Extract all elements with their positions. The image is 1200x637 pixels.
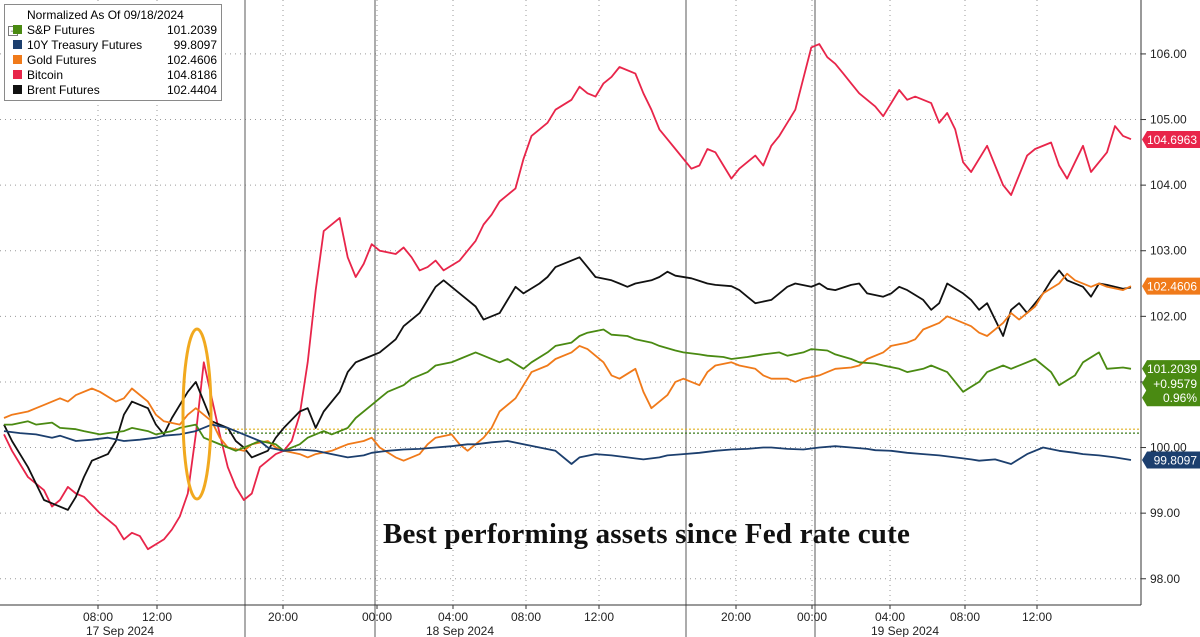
y-tick-label: 98.00 bbox=[1150, 572, 1180, 586]
legend-item-10y-treasury-futures[interactable]: 10Y Treasury Futures 99.8097 bbox=[13, 38, 217, 53]
y-tick-label: 100.00 bbox=[1150, 441, 1187, 455]
value-tag bbox=[1142, 389, 1200, 407]
y-tick-label: 106.00 bbox=[1150, 47, 1187, 61]
y-tick-label: 105.00 bbox=[1150, 113, 1187, 127]
value-tag-label: 102.4606 bbox=[1147, 280, 1197, 294]
legend-item-gold-futures[interactable]: Gold Futures 102.4606 bbox=[13, 53, 217, 68]
x-tick-label: 20:00 bbox=[721, 610, 751, 624]
x-date-label: 18 Sep 2024 bbox=[426, 624, 494, 637]
y-tick-label: 99.00 bbox=[1150, 506, 1180, 520]
series-line-10y-treasury-futures bbox=[3, 423, 1132, 465]
value-tag-label: 0.96% bbox=[1163, 391, 1197, 405]
value-tag-label: 99.8097 bbox=[1154, 454, 1198, 468]
x-date-label: 17 Sep 2024 bbox=[86, 624, 154, 637]
series-line-bitcoin bbox=[3, 43, 1132, 551]
highlight bbox=[181, 327, 213, 501]
y-tick-label: 103.00 bbox=[1150, 244, 1187, 258]
x-axis: 08:00 12:00 20:00 00:00 04:00 08:00 12:00 20:00… bbox=[0, 604, 1141, 637]
value-tag bbox=[1142, 130, 1200, 148]
legend-swatch bbox=[13, 25, 22, 34]
legend-swatch bbox=[13, 40, 22, 49]
x-tick-label: 20:00 bbox=[268, 610, 298, 624]
legend-item-value: 102.4404 bbox=[166, 83, 217, 97]
legend-item-value: 104.8186 bbox=[166, 68, 217, 82]
reference-lines bbox=[225, 428, 1141, 434]
value-tag-label: 104.6963 bbox=[1147, 133, 1197, 147]
series-line-gold-futures bbox=[3, 272, 1132, 462]
legend-item-value: 99.8097 bbox=[173, 38, 217, 52]
legend-item-label: Brent Futures bbox=[27, 83, 100, 97]
legend-swatch bbox=[13, 70, 22, 79]
highlight-ellipse bbox=[181, 327, 213, 501]
legend-item-brent-futures[interactable]: Brent Futures 102.4404 bbox=[13, 83, 217, 98]
legend-title: Normalized As Of 09/18/2024 bbox=[27, 8, 184, 22]
chart-annotation: Best performing assets since Fed rate cu… bbox=[383, 518, 911, 550]
x-tick-label: 12:00 bbox=[142, 610, 172, 624]
y-tick-label: 104.00 bbox=[1150, 178, 1187, 192]
value-tag-label: +0.9579 bbox=[1153, 377, 1197, 391]
value-tag bbox=[1142, 360, 1200, 378]
series-lines bbox=[3, 43, 1132, 551]
value-tag bbox=[1142, 277, 1200, 295]
value-tag-label: 101.2039 bbox=[1147, 362, 1197, 376]
x-tick-label: 12:00 bbox=[584, 610, 614, 624]
x-tick-label: 08:00 bbox=[83, 610, 113, 624]
x-tick-label: 08:00 bbox=[950, 610, 980, 624]
x-date-label: 19 Sep 2024 bbox=[871, 624, 939, 637]
legend-item-value: 101.2039 bbox=[166, 23, 217, 37]
x-tick-label: 08:00 bbox=[511, 610, 541, 624]
series-line-brent-futures bbox=[3, 256, 1132, 511]
legend-item-label: Gold Futures bbox=[27, 53, 97, 67]
value-tag bbox=[1142, 374, 1200, 392]
legend-item-value: 102.4606 bbox=[166, 53, 217, 67]
x-tick-label: 00:00 bbox=[362, 610, 392, 624]
legend-item-bitcoin[interactable]: Bitcoin 104.8186 bbox=[13, 68, 217, 83]
value-tag bbox=[1142, 451, 1200, 469]
x-tick-label: 12:00 bbox=[1022, 610, 1052, 624]
y-tick-label: 102.00 bbox=[1150, 309, 1187, 323]
legend-swatch bbox=[13, 55, 22, 64]
x-tick-label: 04:00 bbox=[875, 610, 905, 624]
legend-item-label: 10Y Treasury Futures bbox=[27, 38, 143, 52]
x-tick-label: 04:00 bbox=[438, 610, 468, 624]
legend-item-label: S&P Futures bbox=[27, 23, 95, 37]
series-line-s-p-futures bbox=[4, 328, 1132, 452]
legend-item-sp-futures[interactable]: S&P Futures 101.2039 bbox=[13, 23, 217, 38]
x-tick-label: 00:00 bbox=[797, 610, 827, 624]
legend-item-label: Bitcoin bbox=[27, 68, 64, 82]
legend: Normalized As Of 09/18/2024 − S&P Future… bbox=[4, 4, 222, 101]
legend-swatch bbox=[13, 85, 22, 94]
